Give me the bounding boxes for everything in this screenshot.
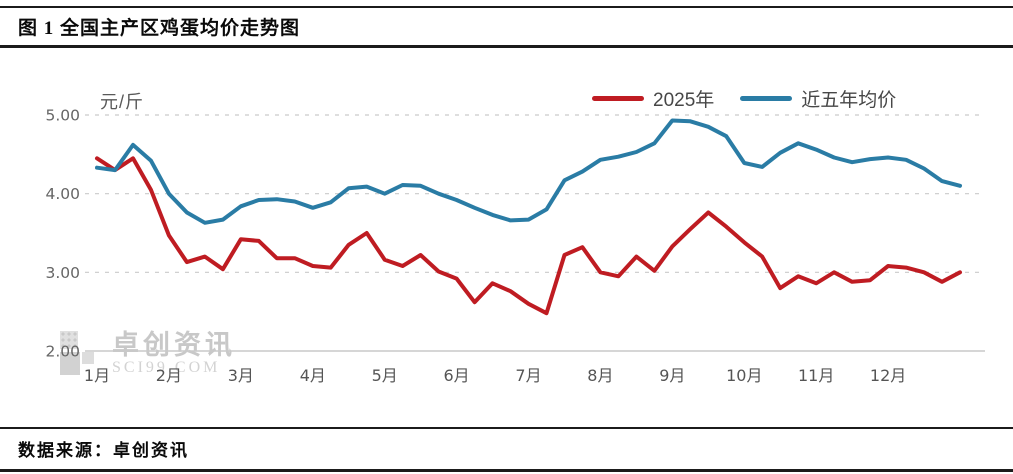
legend-item-5yr-avg: 近五年均价 xyxy=(740,85,896,112)
data-source: 数据来源：卓创资讯 xyxy=(18,441,189,460)
series-line-1 xyxy=(95,118,962,225)
x-tick-label: 3月 xyxy=(228,366,254,385)
x-tick-label: 10月 xyxy=(726,366,762,385)
series-line-0 xyxy=(95,156,962,316)
x-tick-label: 11月 xyxy=(798,366,834,385)
y-tick-label: 3.00 xyxy=(45,264,80,282)
x-tick-label: 4月 xyxy=(300,366,326,385)
x-tick-label: 8月 xyxy=(587,366,613,385)
watermark: 卓创资讯 SCI99.COM xyxy=(60,331,236,377)
chart-legend: 2025年 近五年均价 xyxy=(592,85,896,112)
y-tick-label: 2.00 xyxy=(45,343,80,361)
legend-label-2025: 2025年 xyxy=(653,90,715,111)
legend-swatch-5yr-avg xyxy=(740,96,793,101)
x-tick-label: 6月 xyxy=(444,366,470,385)
x-tick-label: 7月 xyxy=(515,366,541,385)
bottom-divider xyxy=(0,469,1013,472)
watermark-site: SCI99.COM xyxy=(112,359,221,377)
top-divider xyxy=(0,6,1013,8)
title-divider xyxy=(0,45,1013,48)
y-tick-label: 5.00 xyxy=(45,107,80,125)
legend-label-5yr-avg: 近五年均价 xyxy=(801,90,897,111)
chart-title: 图 1 全国主产区鸡蛋均价走势图 xyxy=(18,18,301,39)
y-axis-unit-label: 元/斤 xyxy=(100,92,145,112)
y-tick-label: 4.00 xyxy=(45,185,80,203)
legend-item-2025: 2025年 xyxy=(592,85,714,112)
x-tick-label: 2月 xyxy=(156,366,182,385)
x-tick-label: 12月 xyxy=(870,366,906,385)
x-tick-label: 5月 xyxy=(372,366,398,385)
legend-swatch-2025 xyxy=(592,96,644,101)
x-tick-label: 9月 xyxy=(659,366,685,385)
footer-divider xyxy=(0,427,1013,429)
watermark-logo-icon xyxy=(60,331,102,375)
x-tick-label: 1月 xyxy=(84,366,110,385)
watermark-name: 卓创资讯 xyxy=(112,330,236,360)
